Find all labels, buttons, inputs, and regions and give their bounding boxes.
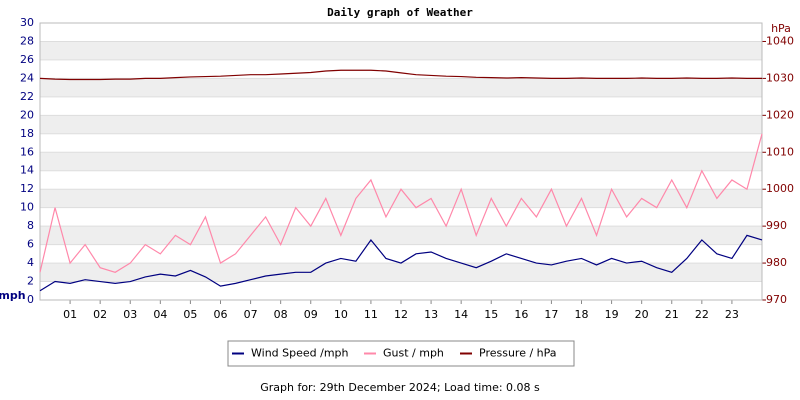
band xyxy=(40,115,762,134)
y-tick-label: 8 xyxy=(27,219,34,232)
x-tick-label: 13 xyxy=(424,308,438,321)
x-tick-label: 11 xyxy=(364,308,378,321)
y-tick-label: 0 xyxy=(27,293,34,306)
x-tick-label: 12 xyxy=(394,308,408,321)
legend-box xyxy=(227,340,575,367)
y-axis-label: mph xyxy=(0,289,26,302)
y-tick-label: 12 xyxy=(20,182,34,195)
chart-title: Daily graph of Weather xyxy=(327,6,473,19)
plot-frame xyxy=(39,22,763,301)
x-tick-label: 16 xyxy=(514,308,528,321)
x-tick-label: 23 xyxy=(725,308,739,321)
y-tick-label: 14 xyxy=(20,164,34,177)
legend-label: Wind Speed /mph xyxy=(251,347,349,360)
x-tick-label: 21 xyxy=(665,308,679,321)
x-tick-label: 02 xyxy=(93,308,107,321)
x-tick-label: 15 xyxy=(484,308,498,321)
caption: Graph for: 29th December 2024; Load time… xyxy=(260,381,540,394)
y2-tick-label: 1030 xyxy=(766,71,794,84)
x-tick-label: 22 xyxy=(695,308,709,321)
legend-label: Gust / mph xyxy=(383,347,444,360)
y-tick-label: 22 xyxy=(20,90,34,103)
x-tick-label: 18 xyxy=(575,308,589,321)
y-tick-label: 24 xyxy=(20,71,34,84)
x-tick-label: 20 xyxy=(635,308,649,321)
y-tick-label: 28 xyxy=(20,34,34,47)
x-tick-label: 17 xyxy=(544,308,558,321)
x-tick-label: 05 xyxy=(183,308,197,321)
y-tick-label: 18 xyxy=(20,127,34,140)
y2-tick-label: 1040 xyxy=(766,34,794,47)
band xyxy=(40,78,762,97)
legend-label: Pressure / hPa xyxy=(479,347,557,360)
band xyxy=(40,226,762,245)
y-tick-label: 2 xyxy=(27,275,34,288)
x-tick-label: 09 xyxy=(304,308,318,321)
x-tick-label: 03 xyxy=(123,308,137,321)
x-tick-label: 19 xyxy=(605,308,619,321)
y-tick-label: 4 xyxy=(27,256,34,269)
y2-tick-label: 990 xyxy=(766,219,787,232)
series-line xyxy=(39,69,762,81)
x-tick-label: 14 xyxy=(454,308,468,321)
y-tick-label: 30 xyxy=(20,16,34,29)
y2-tick-label: 1010 xyxy=(766,145,794,158)
x-tick-label: 06 xyxy=(214,308,228,321)
y-tick-label: 20 xyxy=(20,108,34,121)
x-tick-label: 10 xyxy=(334,308,348,321)
band xyxy=(40,263,762,282)
x-tick-label: 08 xyxy=(274,308,288,321)
band xyxy=(40,189,762,208)
series-line xyxy=(39,133,763,273)
y-tick-label: 10 xyxy=(20,201,34,214)
plot: 0246810121416182022242628309709809901000… xyxy=(20,16,794,367)
x-tick-label: 04 xyxy=(153,308,167,321)
y2-axis-label: hPa xyxy=(771,22,791,35)
y2-tick-label: 980 xyxy=(766,256,787,269)
x-tick-label: 01 xyxy=(63,308,77,321)
x-tick-label: 07 xyxy=(244,308,258,321)
band xyxy=(40,152,762,171)
y2-tick-label: 1000 xyxy=(766,182,794,195)
y-tick-label: 6 xyxy=(27,238,34,251)
series-line xyxy=(39,234,763,292)
y-tick-label: 16 xyxy=(20,145,34,158)
y2-tick-label: 1020 xyxy=(766,108,794,121)
y2-tick-label: 970 xyxy=(766,293,787,306)
y-tick-label: 26 xyxy=(20,53,34,66)
band xyxy=(40,41,762,60)
